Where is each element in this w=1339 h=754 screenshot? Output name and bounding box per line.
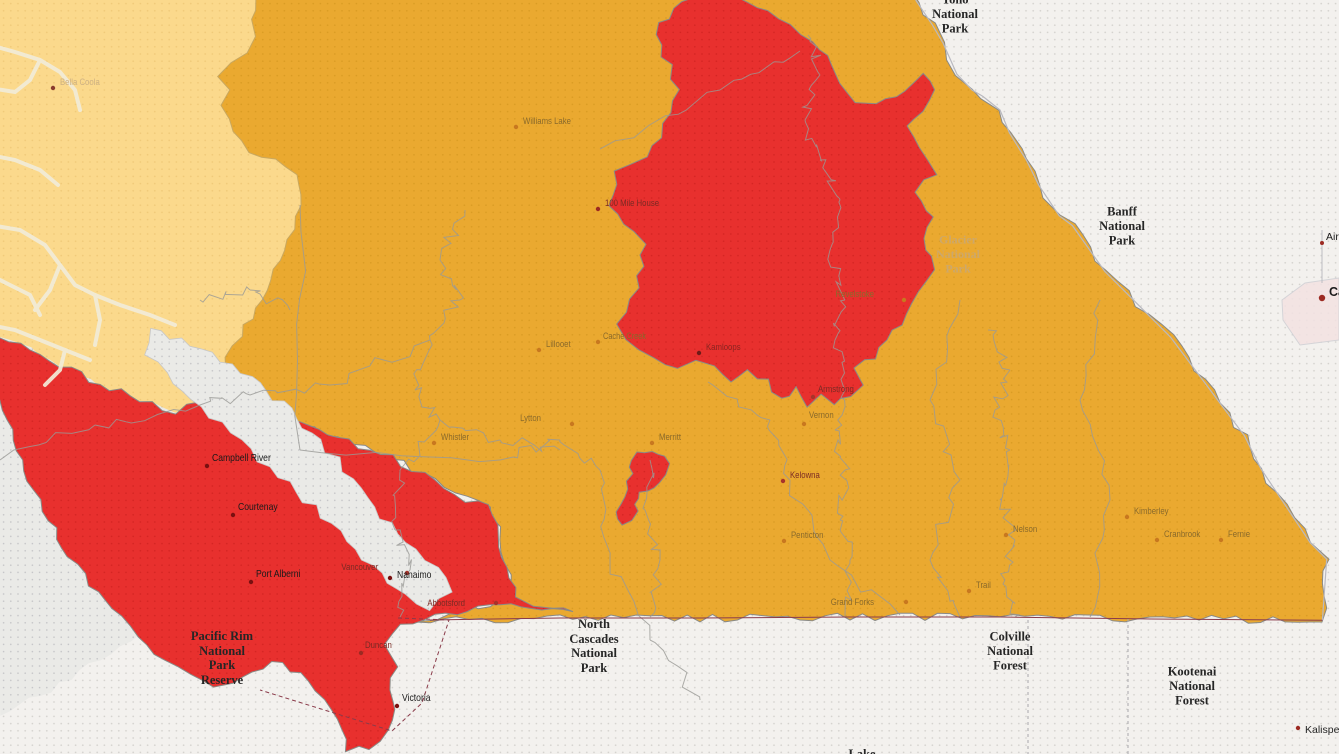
- svg-text:National: National: [1169, 679, 1215, 693]
- svg-text:Forest: Forest: [993, 659, 1028, 673]
- svg-text:Penticton: Penticton: [791, 529, 824, 540]
- svg-text:Park: Park: [581, 661, 607, 675]
- svg-text:Park: Park: [945, 262, 971, 276]
- svg-text:Revelstoke: Revelstoke: [836, 288, 875, 299]
- svg-text:Pacific Rim: Pacific Rim: [191, 629, 254, 643]
- svg-text:Armstrong: Armstrong: [818, 383, 854, 394]
- svg-text:100 Mile House: 100 Mile House: [605, 197, 659, 208]
- svg-text:Park: Park: [209, 658, 235, 672]
- svg-text:Forest: Forest: [1175, 694, 1210, 708]
- svg-text:Lake: Lake: [848, 747, 876, 754]
- svg-text:Campbell River: Campbell River: [212, 452, 272, 464]
- svg-text:Trail: Trail: [976, 579, 991, 590]
- svg-text:North: North: [578, 617, 610, 631]
- svg-text:Banff: Banff: [1107, 205, 1138, 219]
- svg-text:Park: Park: [942, 22, 968, 36]
- svg-text:Nanaimo: Nanaimo: [397, 569, 431, 581]
- svg-text:Vancouver: Vancouver: [341, 561, 378, 572]
- svg-text:Grand Forks: Grand Forks: [831, 596, 875, 607]
- svg-text:Cache Creek: Cache Creek: [603, 331, 647, 341]
- svg-text:Cranbrook: Cranbrook: [1164, 528, 1201, 539]
- svg-text:Yoho: Yoho: [941, 0, 968, 7]
- svg-text:Cascades: Cascades: [569, 632, 618, 646]
- svg-text:National: National: [987, 644, 1033, 658]
- svg-text:Nelson: Nelson: [1013, 523, 1037, 534]
- svg-text:Kalispell: Kalispell: [1305, 724, 1339, 736]
- svg-text:Kelowna: Kelowna: [790, 469, 820, 480]
- svg-text:Kootenai: Kootenai: [1168, 665, 1217, 679]
- svg-text:Lillooet: Lillooet: [546, 338, 571, 349]
- svg-text:Park: Park: [1109, 234, 1135, 248]
- svg-text:National: National: [936, 247, 981, 261]
- svg-text:Duncan: Duncan: [365, 639, 392, 650]
- svg-text:Whistler: Whistler: [441, 431, 469, 442]
- svg-text:Fernie: Fernie: [1228, 528, 1250, 539]
- svg-text:Reserve: Reserve: [201, 673, 244, 687]
- svg-text:Victoria: Victoria: [402, 692, 431, 704]
- svg-text:Courtenay: Courtenay: [238, 501, 278, 513]
- svg-text:Colville: Colville: [990, 630, 1031, 644]
- svg-text:Williams Lake: Williams Lake: [523, 115, 571, 126]
- svg-text:Vernon: Vernon: [809, 409, 834, 420]
- svg-text:Bella Coola: Bella Coola: [60, 76, 100, 87]
- svg-text:Merritt: Merritt: [659, 431, 682, 442]
- svg-text:Calgary: Calgary: [1329, 285, 1339, 299]
- svg-text:Glacier: Glacier: [939, 233, 978, 247]
- svg-text:National: National: [199, 644, 245, 658]
- svg-text:Lytton: Lytton: [520, 412, 541, 423]
- svg-text:Port Alberni: Port Alberni: [256, 568, 300, 580]
- svg-text:Abbotsford: Abbotsford: [427, 597, 465, 608]
- svg-text:Airdrie: Airdrie: [1326, 231, 1339, 243]
- svg-text:National: National: [932, 7, 978, 21]
- svg-text:National: National: [1099, 219, 1145, 233]
- svg-text:Kamloops: Kamloops: [706, 341, 741, 352]
- svg-text:National: National: [571, 646, 617, 660]
- svg-text:Kimberley: Kimberley: [1134, 505, 1169, 516]
